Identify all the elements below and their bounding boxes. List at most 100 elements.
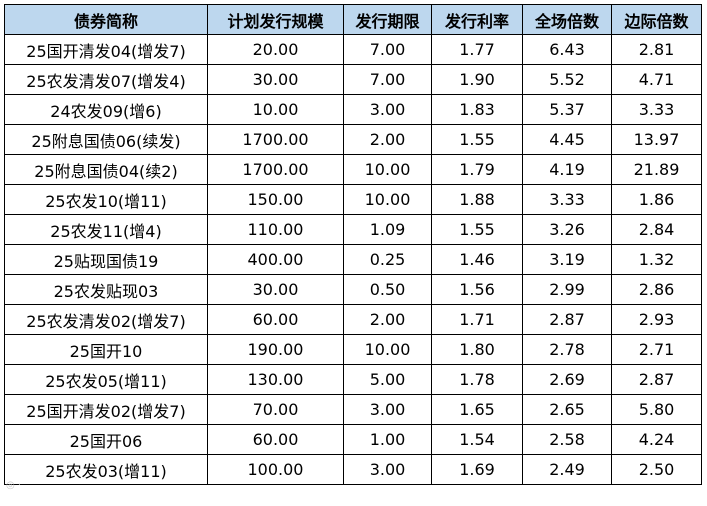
cell-planned-size: 190.00 <box>207 334 344 365</box>
cell-bid-cover: 3.26 <box>522 214 612 245</box>
cell-planned-size: 110.00 <box>207 214 344 245</box>
cell-term: 10.00 <box>343 154 432 185</box>
cell-bid-cover: 3.19 <box>522 244 612 275</box>
header-row: 债券简称 计划发行规模 发行期限 发行利率 全场倍数 边际倍数 <box>4 4 702 35</box>
bond-auction-table: 债券简称 计划发行规模 发行期限 发行利率 全场倍数 边际倍数 25国开清发04… <box>4 4 702 485</box>
cell-planned-size: 60.00 <box>207 304 344 335</box>
cell-bond-name: 25农发10(增11) <box>4 184 208 215</box>
cell-term: 7.00 <box>343 64 432 95</box>
cell-bid-cover: 2.69 <box>522 364 612 395</box>
cell-rate: 1.69 <box>431 454 523 485</box>
cell-bond-name: 25国开10 <box>4 334 208 365</box>
cell-bond-name: 25附息国债04(续2) <box>4 154 208 185</box>
header-marginal-multiple: 边际倍数 <box>611 4 702 35</box>
cell-term: 1.09 <box>343 214 432 245</box>
cell-planned-size: 60.00 <box>207 424 344 455</box>
watermark: ◎ · <box>6 480 22 491</box>
cell-bid-cover: 4.45 <box>522 124 612 155</box>
header-term: 发行期限 <box>343 4 432 35</box>
header-bond-name: 债券简称 <box>4 4 208 35</box>
cell-rate: 1.77 <box>431 34 523 65</box>
cell-planned-size: 130.00 <box>207 364 344 395</box>
cell-marginal-multiple: 4.71 <box>611 64 702 95</box>
cell-bond-name: 25国开清发04(增发7) <box>4 34 208 65</box>
table-row: 25贴现国债19 400.00 0.25 1.46 3.19 1.32 <box>4 244 702 275</box>
cell-bond-name: 24农发09(增6) <box>4 94 208 125</box>
cell-term: 0.25 <box>343 244 432 275</box>
cell-term: 1.00 <box>343 424 432 455</box>
cell-marginal-multiple: 1.86 <box>611 184 702 215</box>
cell-rate: 1.88 <box>431 184 523 215</box>
cell-bid-cover: 2.78 <box>522 334 612 365</box>
cell-rate: 1.55 <box>431 124 523 155</box>
table-row: 25附息国债04(续2) 1700.00 10.00 1.79 4.19 21.89 <box>4 154 702 185</box>
cell-term: 3.00 <box>343 454 432 485</box>
cell-planned-size: 30.00 <box>207 64 344 95</box>
cell-bid-cover: 4.19 <box>522 154 612 185</box>
cell-rate: 1.79 <box>431 154 523 185</box>
cell-rate: 1.71 <box>431 304 523 335</box>
cell-bond-name: 25附息国债06(续发) <box>4 124 208 155</box>
cell-marginal-multiple: 2.84 <box>611 214 702 245</box>
cell-bid-cover: 2.99 <box>522 274 612 305</box>
table-row: 25农发03(增11) 100.00 3.00 1.69 2.49 2.50 <box>4 454 702 485</box>
bond-table-container: 债券简称 计划发行规模 发行期限 发行利率 全场倍数 边际倍数 25国开清发04… <box>4 4 702 485</box>
cell-marginal-multiple: 21.89 <box>611 154 702 185</box>
header-rate: 发行利率 <box>431 4 523 35</box>
cell-bond-name: 25农发贴现03 <box>4 274 208 305</box>
cell-bid-cover: 5.52 <box>522 64 612 95</box>
cell-marginal-multiple: 1.32 <box>611 244 702 275</box>
cell-rate: 1.78 <box>431 364 523 395</box>
cell-bond-name: 25农发11(增4) <box>4 214 208 245</box>
cell-term: 7.00 <box>343 34 432 65</box>
table-row: 25国开06 60.00 1.00 1.54 2.58 4.24 <box>4 424 702 455</box>
cell-marginal-multiple: 2.71 <box>611 334 702 365</box>
cell-bid-cover: 5.37 <box>522 94 612 125</box>
table-row: 25国开10 190.00 10.00 1.80 2.78 2.71 <box>4 334 702 365</box>
table-row: 25国开清发04(增发7) 20.00 7.00 1.77 6.43 2.81 <box>4 34 702 65</box>
cell-planned-size: 150.00 <box>207 184 344 215</box>
cell-bond-name: 25国开清发02(增发7) <box>4 394 208 425</box>
table-row: 25附息国债06(续发) 1700.00 2.00 1.55 4.45 13.97 <box>4 124 702 155</box>
cell-bid-cover: 2.49 <box>522 454 612 485</box>
cell-bid-cover: 2.65 <box>522 394 612 425</box>
cell-marginal-multiple: 13.97 <box>611 124 702 155</box>
cell-planned-size: 20.00 <box>207 34 344 65</box>
cell-marginal-multiple: 3.33 <box>611 94 702 125</box>
table-row: 25农发清发07(增发4) 30.00 7.00 1.90 5.52 4.71 <box>4 64 702 95</box>
table-row: 25农发05(增11) 130.00 5.00 1.78 2.69 2.87 <box>4 364 702 395</box>
cell-term: 3.00 <box>343 94 432 125</box>
cell-marginal-multiple: 5.80 <box>611 394 702 425</box>
cell-planned-size: 10.00 <box>207 94 344 125</box>
cell-planned-size: 30.00 <box>207 274 344 305</box>
cell-rate: 1.56 <box>431 274 523 305</box>
cell-marginal-multiple: 2.50 <box>611 454 702 485</box>
cell-bond-name: 25国开06 <box>4 424 208 455</box>
cell-bid-cover: 6.43 <box>522 34 612 65</box>
cell-rate: 1.80 <box>431 334 523 365</box>
cell-term: 2.00 <box>343 304 432 335</box>
header-planned-size: 计划发行规模 <box>207 4 344 35</box>
cell-planned-size: 100.00 <box>207 454 344 485</box>
cell-rate: 1.46 <box>431 244 523 275</box>
cell-bond-name: 25农发清发02(增发7) <box>4 304 208 335</box>
cell-rate: 1.55 <box>431 214 523 245</box>
cell-bond-name: 25农发05(增11) <box>4 364 208 395</box>
cell-rate: 1.65 <box>431 394 523 425</box>
cell-planned-size: 70.00 <box>207 394 344 425</box>
cell-marginal-multiple: 2.86 <box>611 274 702 305</box>
cell-term: 10.00 <box>343 334 432 365</box>
cell-bid-cover: 3.33 <box>522 184 612 215</box>
table-row: 25农发清发02(增发7) 60.00 2.00 1.71 2.87 2.93 <box>4 304 702 335</box>
cell-rate: 1.54 <box>431 424 523 455</box>
table-row: 25农发10(增11) 150.00 10.00 1.88 3.33 1.86 <box>4 184 702 215</box>
cell-planned-size: 400.00 <box>207 244 344 275</box>
cell-marginal-multiple: 2.93 <box>611 304 702 335</box>
table-row: 25国开清发02(增发7) 70.00 3.00 1.65 2.65 5.80 <box>4 394 702 425</box>
cell-bond-name: 25贴现国债19 <box>4 244 208 275</box>
cell-bid-cover: 2.58 <box>522 424 612 455</box>
cell-marginal-multiple: 2.81 <box>611 34 702 65</box>
cell-term: 0.50 <box>343 274 432 305</box>
cell-term: 3.00 <box>343 394 432 425</box>
cell-rate: 1.83 <box>431 94 523 125</box>
